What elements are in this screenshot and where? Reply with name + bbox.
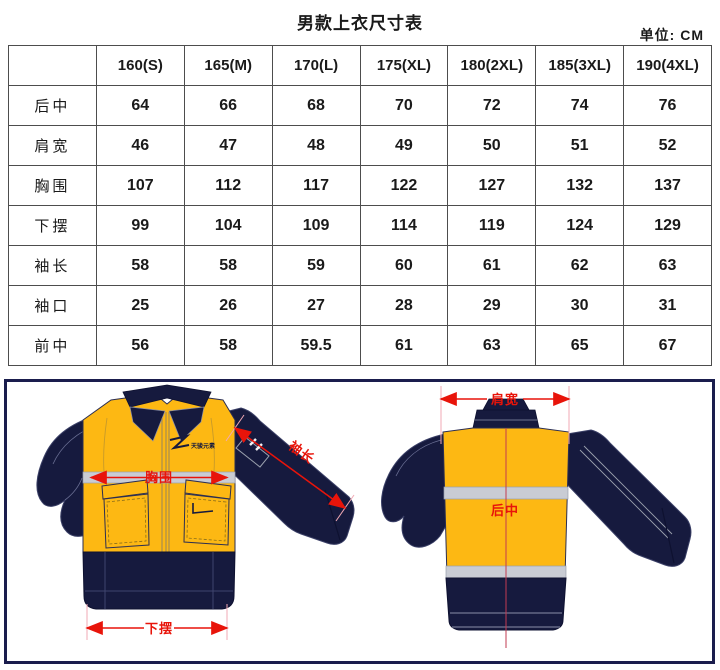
sleeve-measure-arrow <box>233 426 347 510</box>
unit-label: 单位: CM <box>639 27 704 43</box>
shoulder-measure-label: 肩宽 <box>491 392 519 407</box>
table-header-row: 160(S) 165(M) 170(L) 175(XL) 180(2XL) 18… <box>8 45 712 86</box>
table-cell: 65 <box>535 325 625 366</box>
chest-measure-label: 胸围 <box>145 470 173 485</box>
logo-text: 天骏元素 <box>191 442 215 450</box>
row-label: 袖口 <box>8 285 97 326</box>
table-cell: 52 <box>623 125 712 166</box>
column-header: 190(4XL) <box>623 45 712 86</box>
column-header: 165(M) <box>183 45 273 86</box>
table-row: 前中 56 58 59.5 61 63 65 67 <box>8 325 712 366</box>
row-label: 后中 <box>8 85 97 126</box>
table-cell: 59.5 <box>271 325 361 366</box>
column-header: 185(3XL) <box>535 45 625 86</box>
table-cell: 60 <box>359 245 449 286</box>
back-center-label: 后中 <box>491 503 519 518</box>
front-right-pocket <box>183 479 232 546</box>
table-row: 胸围 107 112 117 122 127 132 137 <box>8 165 712 206</box>
row-label: 下摆 <box>8 205 97 246</box>
corner-cell <box>8 45 97 86</box>
front-armhole-seams <box>103 417 215 473</box>
back-left-sleeve <box>381 433 448 548</box>
table-cell: 50 <box>447 125 537 166</box>
table-cell: 70 <box>359 85 449 126</box>
table-cell: 76 <box>623 85 712 126</box>
table-cell: 107 <box>95 165 185 206</box>
column-header: 175(XL) <box>359 45 449 86</box>
table-row: 后中 64 66 68 70 72 74 76 <box>8 85 712 126</box>
back-left-sleeve-stitch <box>395 439 442 477</box>
table-cell: 64 <box>95 85 185 126</box>
column-header: 180(2XL) <box>447 45 537 86</box>
front-hem-stitches <box>85 552 233 609</box>
back-jacket-illustration: 后中 肩宽 <box>381 386 692 648</box>
table-row: 袖口 25 26 27 28 29 30 31 <box>8 285 712 326</box>
row-label: 前中 <box>8 325 97 366</box>
brand-logo: 天骏元素 <box>169 434 215 450</box>
table-cell: 26 <box>183 285 273 326</box>
table-cell: 137 <box>623 165 712 206</box>
table-cell: 47 <box>183 125 273 166</box>
table-cell: 59 <box>271 245 361 286</box>
table-cell: 63 <box>623 245 712 286</box>
jacket-illustration-panel: 天骏元素 胸围 袖长 下摆 <box>4 379 715 664</box>
table-cell: 132 <box>535 165 625 206</box>
row-label: 肩宽 <box>8 125 97 166</box>
table-cell: 51 <box>535 125 625 166</box>
table-cell: 27 <box>271 285 361 326</box>
table-cell: 56 <box>95 325 185 366</box>
table-row: 下摆 99 104 109 114 119 124 129 <box>8 205 712 246</box>
table-cell: 58 <box>183 245 273 286</box>
table-cell: 99 <box>95 205 185 246</box>
table-cell: 49 <box>359 125 449 166</box>
table-cell: 29 <box>447 285 537 326</box>
table-cell: 61 <box>359 325 449 366</box>
table-cell: 127 <box>447 165 537 206</box>
table-cell: 68 <box>271 85 361 126</box>
size-table: 160(S) 165(M) 170(L) 175(XL) 180(2XL) 18… <box>8 45 712 366</box>
logo-z-mark <box>169 434 191 450</box>
back-collar-band <box>472 409 540 429</box>
table-cell: 28 <box>359 285 449 326</box>
table-cell: 119 <box>447 205 537 246</box>
table-cell: 74 <box>535 85 625 126</box>
table-cell: 25 <box>95 285 185 326</box>
table-cell: 109 <box>271 205 361 246</box>
table-cell: 72 <box>447 85 537 126</box>
jacket-diagram: 天骏元素 胸围 袖长 下摆 <box>36 384 692 648</box>
table-cell: 122 <box>359 165 449 206</box>
row-label: 袖长 <box>8 245 97 286</box>
row-label: 胸围 <box>8 165 97 206</box>
table-cell: 31 <box>623 285 712 326</box>
table-cell: 63 <box>447 325 537 366</box>
table-cell: 66 <box>183 85 273 126</box>
table-cell: 112 <box>183 165 273 206</box>
front-left-pocket <box>101 479 150 549</box>
front-hem-band <box>82 551 236 610</box>
table-cell: 104 <box>183 205 273 246</box>
column-header: 160(S) <box>95 45 185 86</box>
table-cell: 58 <box>183 325 273 366</box>
column-header: 170(L) <box>271 45 361 86</box>
table-row: 袖长 58 58 59 60 61 62 63 <box>8 245 712 286</box>
back-right-sleeve-stitches <box>579 445 673 539</box>
table-cell: 30 <box>535 285 625 326</box>
table-cell: 58 <box>95 245 185 286</box>
table-cell: 117 <box>271 165 361 206</box>
table-cell: 129 <box>623 205 712 246</box>
table-row: 肩宽 46 47 48 49 50 51 52 <box>8 125 712 166</box>
front-jacket-illustration: 天骏元素 胸围 袖长 下摆 <box>36 384 355 640</box>
table-cell: 48 <box>271 125 361 166</box>
page-title: 男款上衣尺寸表 <box>297 14 423 33</box>
hem-measure-label: 下摆 <box>145 621 173 636</box>
table-cell: 46 <box>95 125 185 166</box>
table-cell: 114 <box>359 205 449 246</box>
front-collar-left-lapel <box>129 406 166 442</box>
table-cell: 62 <box>535 245 625 286</box>
table-cell: 124 <box>535 205 625 246</box>
back-cuff-seam <box>661 507 675 564</box>
table-cell: 67 <box>623 325 712 366</box>
table-cell: 61 <box>447 245 537 286</box>
